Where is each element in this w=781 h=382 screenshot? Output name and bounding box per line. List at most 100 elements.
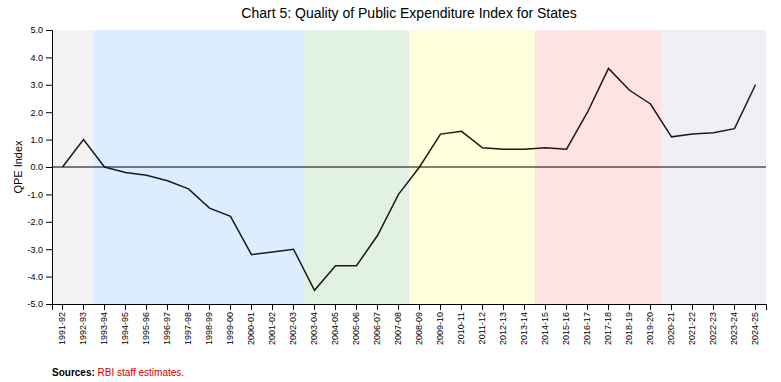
tick: 2010-11 xyxy=(456,304,466,344)
tick-mark xyxy=(83,304,84,310)
tick-label: 2008-09 xyxy=(414,312,424,345)
tick: 2020-21 xyxy=(666,304,676,345)
tick-mark xyxy=(188,304,189,310)
tick-label: 1996-97 xyxy=(162,312,172,345)
tick: 1994-95 xyxy=(120,304,130,345)
tick-mark xyxy=(755,304,756,310)
tick-mark xyxy=(503,304,504,310)
tick-mark xyxy=(46,112,52,113)
tick-mark xyxy=(46,167,52,168)
tick-label: 0.0 xyxy=(30,162,43,172)
tick-label: -1.0 xyxy=(27,190,43,200)
tick: 2014-15 xyxy=(540,304,550,345)
tick-label: 4.0 xyxy=(30,53,43,63)
tick-label: 2001-02 xyxy=(267,312,277,345)
tick-mark xyxy=(398,304,399,310)
tick: 2.0 xyxy=(30,108,52,118)
tick: 2000-01 xyxy=(246,304,256,345)
tick-label: 1997-98 xyxy=(183,312,193,345)
tick: 2002-03 xyxy=(288,304,298,345)
tick: -5.0 xyxy=(27,299,52,309)
tick-label: 5.0 xyxy=(30,25,43,35)
tick: 2017-18 xyxy=(603,304,613,345)
tick-mark xyxy=(524,304,525,310)
tick-label: 2012-13 xyxy=(498,312,508,345)
tick-label: 2014-15 xyxy=(540,312,550,345)
tick-mark xyxy=(482,304,483,310)
tick: 1991-92 xyxy=(57,304,67,345)
tick: 5.0 xyxy=(30,25,52,35)
marks xyxy=(52,30,766,304)
axis-title: QPE Index xyxy=(12,140,24,194)
tick-label: 2023-24 xyxy=(729,312,739,345)
tick-mark xyxy=(272,304,273,310)
source-text: RBI staff estimates. xyxy=(95,367,184,378)
tick-mark xyxy=(46,194,52,195)
source-label: Sources: xyxy=(52,367,95,378)
tick: 2003-04 xyxy=(309,304,319,345)
tick-mark xyxy=(650,304,651,310)
tick: 1993-94 xyxy=(99,304,109,345)
tick: 2015-16 xyxy=(561,304,571,345)
tick-label: 1991-92 xyxy=(57,312,67,345)
plot: 1991-92 1992-93 1993-94 1994-95 1995-96 1996-… xyxy=(27,25,766,345)
tick-mark xyxy=(230,304,231,310)
tick-mark xyxy=(671,304,672,310)
tick-label: 1999-00 xyxy=(225,312,235,345)
title: Chart 5: Quality of Public Expenditure I… xyxy=(241,5,576,21)
tick-label: -5.0 xyxy=(27,299,43,309)
chart: 1991-92 1992-93 1993-94 1994-95 1995-96 1996-… xyxy=(0,0,781,382)
tick-mark xyxy=(46,277,52,278)
tick: 1997-98 xyxy=(183,304,193,345)
tick: 3.0 xyxy=(30,80,52,90)
tick-label: 1995-96 xyxy=(141,312,151,345)
tick: 1999-00 xyxy=(225,304,235,345)
tick-mark xyxy=(46,304,52,305)
tick: -4.0 xyxy=(27,272,52,282)
tick-label: 2002-03 xyxy=(288,312,298,345)
tick: 2005-06 xyxy=(351,304,361,345)
y-axis: -5.0 -4.0 -3.0 -2.0 -1.0 0.0 1.0 2.0 3.0 4.0 5.0 xyxy=(27,25,52,309)
tick: 2001-02 xyxy=(267,304,277,345)
tick-label: 2004-05 xyxy=(330,312,340,345)
axis-line xyxy=(46,31,53,305)
tick-label: 1998-99 xyxy=(204,312,214,345)
tick: 1995-96 xyxy=(141,304,151,345)
x-axis: 1991-92 1992-93 1993-94 1994-95 1995-96 1996-… xyxy=(53,304,767,345)
tick-mark xyxy=(46,249,52,250)
tick-mark xyxy=(545,304,546,310)
tick: -3.0 xyxy=(27,245,52,255)
tick: 1992-93 xyxy=(78,304,88,345)
tick: 2004-05 xyxy=(330,304,340,345)
tick: 2013-14 xyxy=(519,304,529,345)
tick-label: 1994-95 xyxy=(120,312,130,345)
tick-label: 1993-94 xyxy=(99,312,109,345)
tick-label: 2024-25 xyxy=(750,312,760,345)
tick-mark xyxy=(293,304,294,310)
tick: 2023-24 xyxy=(729,304,739,345)
tick-label: 2006-07 xyxy=(372,312,382,345)
tick-label: 2.0 xyxy=(30,108,43,118)
tick: 2022-23 xyxy=(708,304,718,345)
tick: 1996-97 xyxy=(162,304,172,345)
tick-mark xyxy=(104,304,105,310)
tick: 2016-17 xyxy=(582,304,592,345)
tick-label: 2015-16 xyxy=(561,312,571,345)
tick-mark xyxy=(62,304,63,310)
tick-label: 2020-21 xyxy=(666,312,676,345)
tick-mark xyxy=(46,85,52,86)
tick-mark xyxy=(377,304,378,310)
tick-mark xyxy=(146,304,147,310)
tick-label: 1.0 xyxy=(30,135,43,145)
tick-label: 2021-22 xyxy=(687,312,697,345)
zero-line xyxy=(52,167,766,168)
tick: -1.0 xyxy=(27,190,52,200)
tick: 2019-20 xyxy=(645,304,655,345)
tick-mark xyxy=(46,222,52,223)
tick: 2009-10 xyxy=(435,304,445,345)
tick-label: -2.0 xyxy=(27,217,43,227)
tick-mark xyxy=(251,304,252,310)
tick-label: 2018-19 xyxy=(624,312,634,345)
tick-label: 2019-20 xyxy=(645,312,655,345)
tick: 2011-12 xyxy=(477,304,487,344)
